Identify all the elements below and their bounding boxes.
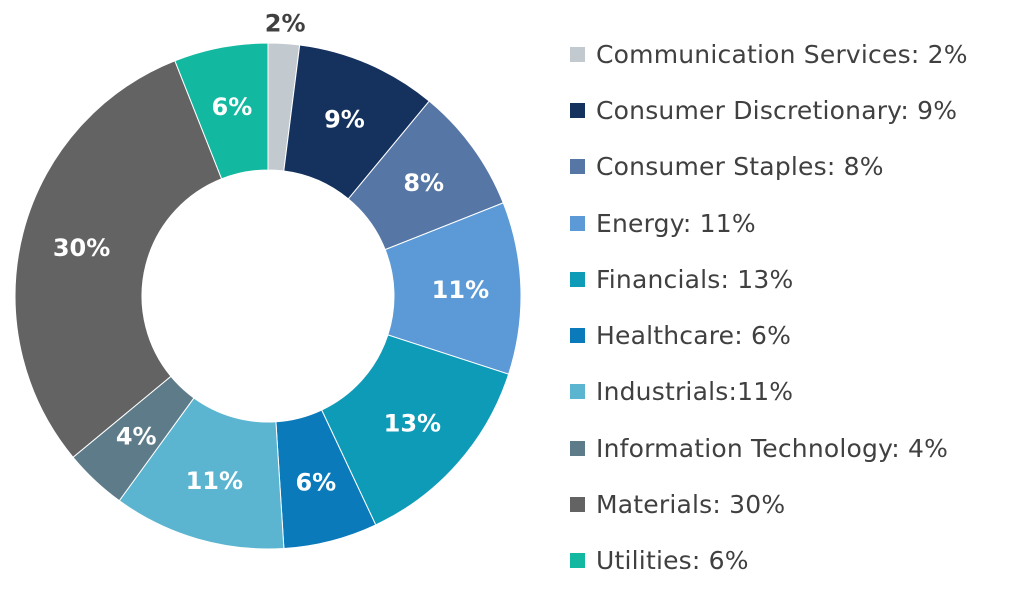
legend-label: Utilities: 6% — [596, 546, 749, 576]
data-label: 8% — [403, 169, 444, 197]
legend-swatch — [570, 102, 585, 118]
legend-swatch — [570, 440, 585, 456]
legend-item: Energy: 11% — [570, 195, 968, 251]
legend-item: Communication Services: 2% — [570, 26, 968, 82]
data-label: 13% — [384, 409, 441, 437]
legend-swatch — [570, 384, 585, 400]
legend-item: Utilities: 6% — [570, 533, 968, 589]
legend-label: Consumer Staples: 8% — [596, 152, 884, 182]
data-label: 9% — [324, 105, 365, 133]
data-label: 2% — [265, 10, 306, 38]
legend-label: Healthcare: 6% — [596, 321, 792, 351]
legend-swatch — [570, 215, 585, 231]
legend-item: Information Technology: 4% — [570, 420, 968, 476]
legend-label: Information Technology: 4% — [596, 433, 949, 463]
legend-item: Financials: 13% — [570, 251, 968, 307]
data-label: 6% — [295, 468, 336, 496]
legend-label: Consumer Discretionary: 9% — [596, 95, 958, 125]
donut-chart: 2% 9% 8% 11% 13% 6% 11% 4% 30% 6% — [14, 10, 522, 550]
data-label: 11% — [186, 467, 243, 495]
slice-materials — [14, 60, 223, 458]
legend-swatch — [570, 328, 585, 344]
legend-label: Industrials:11% — [596, 377, 794, 407]
data-label: 6% — [212, 93, 253, 121]
legend-swatch — [570, 159, 585, 175]
legend-item: Consumer Staples: 8% — [570, 139, 968, 195]
legend-swatch — [570, 497, 585, 513]
legend-swatch — [570, 271, 585, 287]
slice-utilities — [174, 42, 269, 180]
legend: Communication Services: 2% Consumer Disc… — [570, 26, 968, 589]
data-label: 4% — [116, 422, 157, 450]
legend-item: Materials: 30% — [570, 476, 968, 532]
legend-label: Communication Services: 2% — [596, 39, 968, 69]
legend-label: Financials: 13% — [596, 264, 794, 294]
legend-item: Healthcare: 6% — [570, 307, 968, 363]
legend-item: Industrials:11% — [570, 364, 968, 420]
legend-label: Energy: 11% — [596, 208, 756, 238]
data-label: 30% — [53, 234, 110, 262]
legend-swatch — [570, 46, 585, 62]
legend-swatch — [570, 553, 585, 569]
legend-item: Consumer Discretionary: 9% — [570, 82, 968, 138]
legend-label: Materials: 30% — [596, 490, 786, 520]
data-label: 11% — [432, 276, 489, 304]
